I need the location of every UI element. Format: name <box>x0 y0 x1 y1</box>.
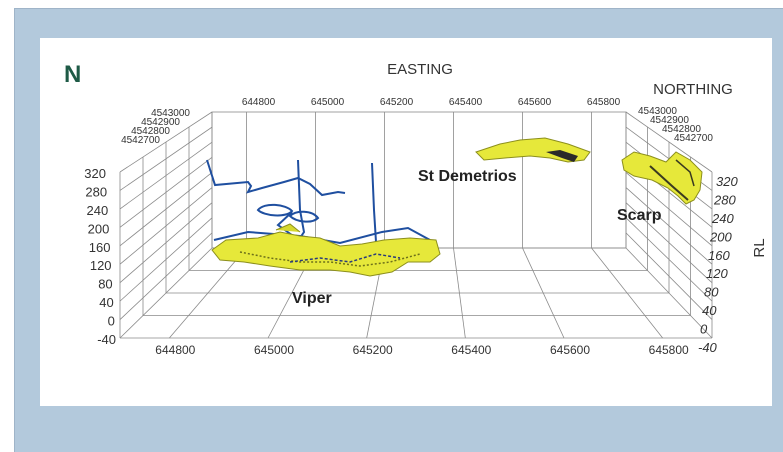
rl-tick-label: 320 <box>84 166 106 181</box>
northing-tick-label: 4542700 <box>121 135 160 146</box>
drillhole-loop <box>288 210 320 223</box>
rl-right-tick-labels: 320 280 240 200 160 120 80 40 0 -40 <box>698 174 738 355</box>
easting-tick-label: 645400 <box>449 97 483 108</box>
easting-tick-label: 645400 <box>451 343 491 357</box>
rl-tick-label: 240 <box>711 211 734 226</box>
rl-left-tick-labels: 320 280 240 200 160 120 80 40 0 -40 <box>84 166 116 347</box>
drillhole-trace <box>206 159 346 197</box>
northing-axis-title: NORTHING <box>653 81 733 98</box>
rl-tick-label: 280 <box>85 184 107 199</box>
northing-tick-label: 4543000 <box>151 108 190 119</box>
rl-tick-label: 200 <box>709 229 732 244</box>
rl-tick-label: 160 <box>708 248 730 263</box>
drillhole-trace <box>213 226 431 245</box>
easting-tick-label: 645600 <box>550 343 590 357</box>
rl-tick-label: 0 <box>700 322 708 337</box>
rl-tick-label: 80 <box>704 285 719 300</box>
label-st-demetrios: St Demetrios <box>418 168 517 185</box>
rl-axis-title: RL <box>751 238 768 257</box>
northing-tick-label: 4542900 <box>141 117 180 128</box>
rl-tick-label: 40 <box>702 303 717 318</box>
rl-tick-label: 160 <box>89 240 111 255</box>
rl-tick-label: 240 <box>87 203 109 218</box>
rl-tick-label: 120 <box>706 266 728 281</box>
northing-tick-label: 4542700 <box>674 133 713 144</box>
easting-axis-title: EASTING <box>387 61 453 78</box>
rl-tick-label: -40 <box>97 332 116 347</box>
rl-tick-label: -40 <box>698 340 718 355</box>
easting-tick-label: 645000 <box>311 97 345 108</box>
rl-tick-label: 0 <box>108 314 115 329</box>
northing-tick-label: 4542800 <box>131 126 170 137</box>
northing-tick-label: 4542800 <box>662 124 701 135</box>
plot-panel <box>40 38 772 406</box>
easting-front-tick-labels: 644800 645000 645200 645400 645600 645800 <box>155 343 689 357</box>
drillhole-trace <box>371 162 377 243</box>
easting-tick-label: 644800 <box>155 343 195 357</box>
easting-tick-label: 645200 <box>380 97 414 108</box>
label-scarp: Scarp <box>617 207 662 224</box>
rl-tick-label: 80 <box>98 277 112 292</box>
drillhole-loop <box>256 203 294 217</box>
northing-tick-label: 4543000 <box>638 106 677 117</box>
easting-tick-label: 645800 <box>587 97 621 108</box>
easting-back-tick-labels: 644800 645000 645200 645400 645600 645800 <box>242 97 621 108</box>
left-wall-grid <box>119 111 213 339</box>
easting-tick-label: 645600 <box>518 97 552 108</box>
rl-tick-label: 320 <box>716 174 738 189</box>
rl-tick-label: 120 <box>90 258 112 273</box>
rl-tick-label: 200 <box>88 221 110 236</box>
easting-tick-label: 645800 <box>649 343 689 357</box>
rl-tick-label: 280 <box>713 192 736 207</box>
easting-tick-label: 645200 <box>353 343 393 357</box>
northing-tick-label: 4542900 <box>650 115 689 126</box>
drillholes <box>206 159 431 245</box>
north-indicator: N <box>64 61 81 88</box>
label-viper: Viper <box>292 290 332 307</box>
st-demetrios-orebody <box>475 137 591 163</box>
easting-tick-label: 644800 <box>242 97 276 108</box>
rl-tick-label: 40 <box>99 295 113 310</box>
viper-orebody <box>211 223 441 277</box>
scarp-orebody <box>621 151 703 205</box>
easting-tick-label: 645000 <box>254 343 294 357</box>
